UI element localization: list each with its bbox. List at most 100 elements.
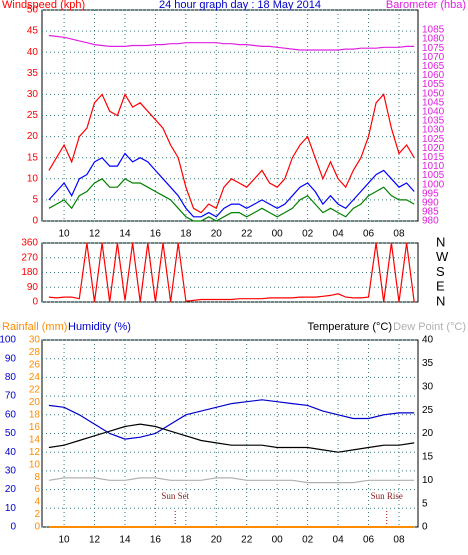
x-tick-label: 06 xyxy=(363,535,375,546)
y2-tick-label: 5 xyxy=(422,498,428,509)
x-tick-label: 16 xyxy=(150,229,162,240)
y3-tick-label: 2 xyxy=(34,509,40,520)
y2-tick-label: N xyxy=(436,293,445,308)
y3-tick-label: 14 xyxy=(29,434,41,445)
y3-tick-label: 22 xyxy=(29,385,41,396)
y2-tick-label: W xyxy=(436,249,449,264)
series-line xyxy=(48,178,415,222)
y2-tick-label: 1040 xyxy=(422,107,445,118)
y-tick-label: 0 xyxy=(10,522,16,533)
y2-tick-label: 1080 xyxy=(422,34,445,45)
y2-tick-label: 1005 xyxy=(422,170,445,181)
y-tick-label: 45 xyxy=(27,26,39,37)
y-tick-label: 20 xyxy=(27,131,39,142)
series-line xyxy=(48,34,415,51)
x-tick-label: 16 xyxy=(150,535,162,546)
y-tick-label: 20 xyxy=(5,484,17,495)
y2-tick-label: 1055 xyxy=(422,79,445,90)
y3-tick-label: 12 xyxy=(29,447,41,458)
y2-tick-label: 15 xyxy=(422,452,434,463)
series-line xyxy=(48,152,415,218)
y-tick-label: 90 xyxy=(5,353,17,364)
y2-tick-label: 1035 xyxy=(422,116,445,127)
y2-tick-label: 1025 xyxy=(422,134,445,145)
y-tick-label: 5 xyxy=(32,195,38,206)
x-tick-label: 02 xyxy=(302,535,314,546)
x-tick-label: 08 xyxy=(393,229,405,240)
x-tick-label: 00 xyxy=(272,229,284,240)
x-tick-label: 10 xyxy=(59,229,71,240)
x-tick-label: 04 xyxy=(333,535,345,546)
legend-entry: Humidity (%) xyxy=(68,321,131,333)
x-tick-label: 18 xyxy=(180,535,192,546)
x-tick-label: 14 xyxy=(119,535,131,546)
y2-tick-label: 10 xyxy=(422,475,434,486)
y2-tick-label: 1075 xyxy=(422,43,445,54)
y-tick-label: 0 xyxy=(32,216,38,227)
x-tick-label: 12 xyxy=(89,229,101,240)
y-tick-label: 360 xyxy=(21,238,38,249)
y2-tick-label: 0 xyxy=(422,522,428,533)
y2-tick-label: 20 xyxy=(422,428,434,439)
y-tick-label: 30 xyxy=(27,89,39,100)
annotation: Sun Set xyxy=(161,491,189,501)
y2-tick-label: 1050 xyxy=(422,88,445,99)
legend-entry: Rainfall (mm) xyxy=(2,321,67,333)
y2-tick-label: 1010 xyxy=(422,161,445,172)
y2-tick-label: 30 xyxy=(422,381,434,392)
y2-tick-label: N xyxy=(436,234,445,249)
y2-tick-label: 40 xyxy=(422,335,434,346)
y-tick-label: 10 xyxy=(27,173,39,184)
y2-tick-label: 1060 xyxy=(422,70,445,81)
y3-tick-label: 20 xyxy=(29,397,41,408)
y-tick-label: 30 xyxy=(5,466,17,477)
x-tick-label: 08 xyxy=(393,535,405,546)
y-tick-label: 0 xyxy=(32,297,38,308)
y2-tick-label: 1000 xyxy=(422,179,445,190)
y3-tick-label: 6 xyxy=(34,484,40,495)
x-tick-label: 06 xyxy=(363,229,375,240)
series-line xyxy=(48,242,415,303)
y-tick-label: 25 xyxy=(27,110,39,121)
y2-tick-label: 995 xyxy=(422,188,439,199)
y-tick-label: 15 xyxy=(27,152,39,163)
y-tick-label: 60 xyxy=(5,409,17,420)
y3-tick-label: 0 xyxy=(34,522,40,533)
y2-tick-label: 1070 xyxy=(422,52,445,63)
y3-tick-label: 30 xyxy=(29,335,41,346)
y2-tick-label: 1045 xyxy=(422,97,445,108)
y-tick-label: 40 xyxy=(27,47,39,58)
y-tick-label: 90 xyxy=(27,282,39,293)
y2-tick-label: E xyxy=(436,279,445,294)
series-line xyxy=(48,423,415,453)
x-tick-label: 14 xyxy=(119,229,131,240)
y3-tick-label: 4 xyxy=(34,497,40,508)
y3-tick-label: 10 xyxy=(29,459,41,470)
y2-tick-label: 985 xyxy=(422,207,439,218)
y-tick-label: 100 xyxy=(0,335,16,346)
y2-tick-label: 1085 xyxy=(422,25,445,36)
y2-tick-label: S xyxy=(436,264,445,279)
y-tick-label: 35 xyxy=(27,68,39,79)
y3-tick-label: 28 xyxy=(29,347,41,358)
x-tick-label: 22 xyxy=(241,535,253,546)
series-line xyxy=(48,93,415,214)
x-tick-label: 02 xyxy=(302,229,314,240)
y2-tick-label: 980 xyxy=(422,216,439,227)
x-tick-label: 12 xyxy=(89,535,101,546)
x-tick-label: 20 xyxy=(211,535,223,546)
x-tick-label: 04 xyxy=(333,229,345,240)
y-tick-label: 80 xyxy=(5,372,17,383)
chart-title: 24 hour graph day : 18 May 2014 xyxy=(159,0,321,11)
y-tick-label: 180 xyxy=(21,267,38,278)
y3-tick-label: 16 xyxy=(29,422,41,433)
y2-tick-label: 1015 xyxy=(422,152,445,163)
y-tick-label: 10 xyxy=(5,503,17,514)
y-tick-label: 270 xyxy=(21,252,38,263)
legend-entry: Barometer (hba) xyxy=(386,0,466,11)
y2-tick-label: 1020 xyxy=(422,143,445,154)
y2-tick-label: 1065 xyxy=(422,61,445,72)
legend-entry: Dew Point (°C) xyxy=(393,321,466,333)
y-tick-label: 50 xyxy=(5,428,17,439)
y-tick-label: 70 xyxy=(5,391,17,402)
